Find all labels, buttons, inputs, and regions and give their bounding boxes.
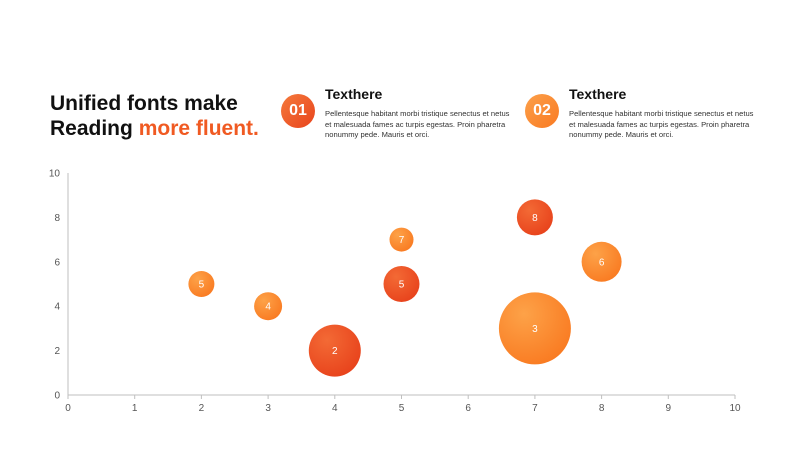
feature-number-badge: 01 [281,94,315,128]
bubble-4 [389,227,414,252]
y-tick-label: 6 [54,257,60,268]
bubble-label: 3 [532,324,538,335]
y-tick-label: 4 [54,302,60,313]
bubble-7 [498,292,571,365]
x-tick-label: 2 [199,403,205,414]
x-tick-label: 9 [666,403,672,414]
bubble-label: 8 [532,213,538,224]
feature-number: 01 [289,102,307,119]
bubble-label: 4 [265,302,271,313]
x-tick-label: 8 [599,403,605,414]
x-tick-label: 1 [132,403,138,414]
y-tick-label: 2 [54,346,60,357]
bubble-label: 5 [399,280,405,291]
page-title: Unified fonts make Reading more fluent. [50,91,259,141]
x-tick-label: 3 [265,403,271,414]
feature-description: Pellentesque habitant morbi tristique se… [569,109,754,140]
title-line-2-accent: more fluent. [138,117,259,140]
bubble-1 [188,271,215,297]
x-tick-label: 10 [729,403,741,414]
feature-description: Pellentesque habitant morbi tristique se… [325,109,510,140]
bubble-6 [516,199,553,236]
bubble-5 [383,266,420,302]
bubble-label: 6 [599,257,605,268]
bubble-8 [581,241,622,282]
x-tick-label: 0 [65,403,71,414]
bubble-label: 7 [399,235,405,246]
chart-axes: 0 1 2 3 4 5 6 7 8 9 10 0 2 4 6 8 10 [49,169,741,415]
x-tick-label: 6 [465,403,471,414]
x-tick-label: 4 [332,403,338,414]
x-tick-label: 5 [399,403,405,414]
bubble-label: 5 [199,280,205,291]
y-tick-label: 0 [54,391,60,402]
bubble-label: 2 [332,346,338,357]
feature-title: Texthere [325,86,383,102]
title-line-1: Unified fonts make [50,92,238,115]
y-tick-label: 10 [49,169,61,180]
bubble-2 [254,292,283,321]
y-tick-label: 8 [54,213,60,224]
bubble-3 [308,324,361,377]
x-tick-label: 7 [532,403,538,414]
title-line-2-prefix: Reading [50,117,139,140]
feature-number: 02 [533,102,551,119]
feature-number-badge: 02 [525,94,559,128]
chart-bubbles: 5 4 2 7 5 8 3 6 [188,199,622,377]
feature-title: Texthere [569,86,627,102]
